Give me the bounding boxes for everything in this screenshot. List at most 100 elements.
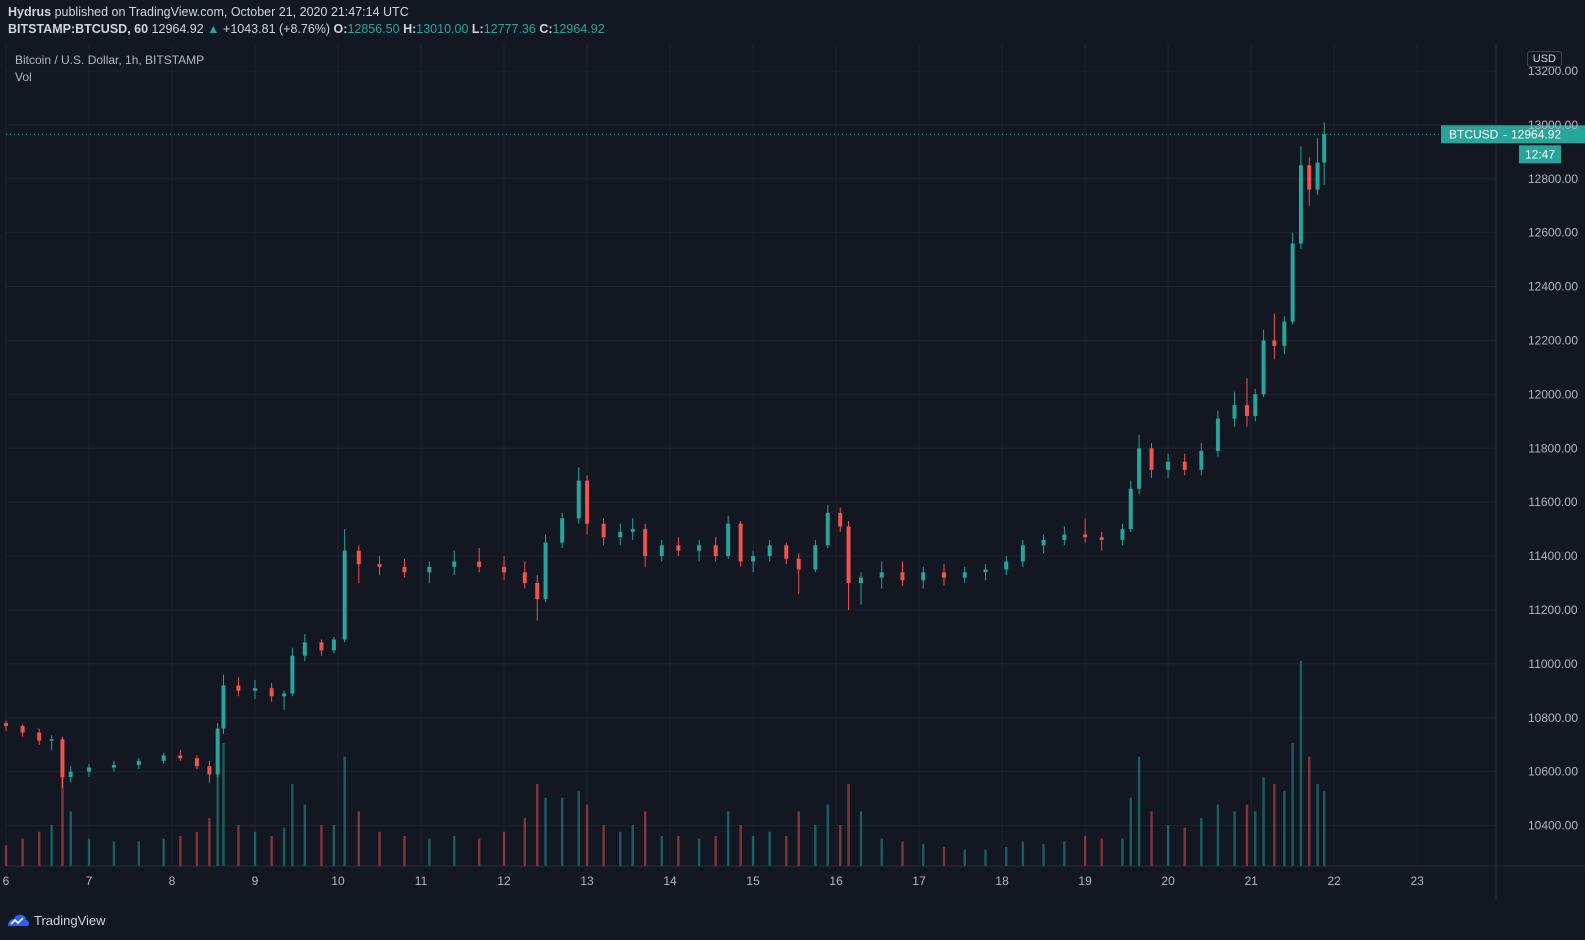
- tradingview-logo-icon: [8, 914, 29, 926]
- volume-bar: [428, 838, 431, 866]
- low-value: 12777.36: [483, 22, 536, 36]
- volume-bar: [714, 835, 717, 866]
- price-tick-label: 11800.00: [1528, 441, 1577, 455]
- volume-bar: [880, 838, 883, 866]
- volume-bar: [50, 825, 53, 866]
- price-tag-dash: -: [1503, 127, 1507, 141]
- price-change: +1043.81 (+8.76%): [223, 22, 331, 36]
- candle-body: [825, 512, 830, 546]
- volume-bar: [697, 838, 701, 866]
- candle-body: [20, 725, 25, 733]
- price-tick-label: 12200.00: [1528, 333, 1578, 347]
- volume-bar: [660, 835, 663, 866]
- volume-bar: [378, 831, 381, 866]
- candle-body: [846, 526, 851, 584]
- candle-body: [37, 732, 42, 741]
- candle-body: [302, 642, 307, 656]
- candle-body: [1182, 461, 1187, 470]
- volume-bar: [577, 790, 580, 866]
- volume-bar: [179, 835, 182, 866]
- volume-bar: [1308, 756, 1311, 866]
- candle-body: [4, 723, 8, 726]
- legend-volume[interactable]: Vol: [15, 70, 32, 84]
- volume-bar: [1021, 841, 1025, 866]
- candle-body: [1099, 537, 1104, 540]
- volume-bar: [631, 825, 634, 866]
- volume-bar: [69, 811, 72, 866]
- price-tick-label: 10800.00: [1528, 711, 1578, 725]
- candle-body: [1290, 243, 1295, 322]
- volume-bar: [942, 846, 946, 866]
- tradingview-footer[interactable]: TradingView: [6, 908, 106, 932]
- volume-bar: [826, 804, 829, 866]
- candle-body: [643, 529, 648, 557]
- candle-body: [87, 767, 92, 772]
- volume-bar: [1273, 784, 1276, 866]
- volume-bar: [1150, 811, 1153, 866]
- volume-bar: [253, 831, 257, 866]
- volume-bar: [1129, 797, 1132, 866]
- time-tick-label: 19: [1078, 874, 1092, 888]
- volume-bar: [1100, 838, 1103, 866]
- price-tick-label: 13200.00: [1528, 64, 1578, 78]
- volume-bar: [1083, 835, 1087, 866]
- time-tick-label: 21: [1244, 874, 1258, 888]
- volume-bar: [21, 838, 24, 866]
- volume-bar: [282, 827, 286, 866]
- candle-body: [1083, 534, 1088, 538]
- volume-bar: [453, 835, 456, 866]
- volume-bar: [38, 831, 41, 866]
- candle-body: [767, 545, 772, 557]
- close-label: C:: [539, 22, 553, 36]
- candle-body: [1004, 561, 1009, 570]
- volume-bar: [1245, 804, 1249, 866]
- time-tick-label: 8: [169, 874, 176, 888]
- candle-body: [941, 572, 946, 578]
- close-value: 12964.92: [552, 22, 605, 36]
- last-price-line: BTCUSD -12964.92 12:47: [6, 125, 1585, 164]
- price-tick-label: 11600.00: [1528, 495, 1577, 509]
- volume-bar: [560, 797, 564, 866]
- candle-body: [1166, 461, 1171, 470]
- footer-brand: TradingView: [34, 912, 106, 928]
- volume-bar: [1063, 841, 1066, 866]
- candle-body: [576, 480, 581, 519]
- candle-body: [543, 542, 548, 600]
- plot-background: [6, 44, 1496, 866]
- volume-bar: [291, 784, 294, 866]
- time-tick-label: 23: [1410, 874, 1424, 888]
- legend-title[interactable]: Bitcoin / U.S. Dollar, 1h, BITSTAMP: [15, 53, 205, 67]
- volume-bar: [1316, 784, 1319, 866]
- volume-bar: [847, 784, 850, 866]
- candle-body: [618, 531, 623, 538]
- volume-bar: [222, 743, 225, 866]
- time-tick-label: 13: [580, 874, 594, 888]
- candle-body: [1199, 450, 1204, 470]
- candle-body: [290, 655, 295, 694]
- candle-body: [676, 545, 681, 551]
- candle-body: [221, 685, 226, 729]
- price-tick-label: 12000.00: [1528, 387, 1578, 401]
- time-axis: 6 7 8 9 10 11 12 13 14 15 16 17 18 19 20 21 22 23: [3, 874, 1424, 888]
- currency-button[interactable]: USD: [1526, 51, 1562, 67]
- price-tick-label: 12600.00: [1528, 226, 1578, 240]
- volume-bar: [87, 838, 91, 866]
- candle-body: [1282, 321, 1287, 346]
- candle-body: [502, 566, 507, 573]
- candle-body: [1315, 162, 1320, 190]
- symbol-label[interactable]: BITSTAMP:BTCUSD, 60: [8, 22, 149, 36]
- volume-bar: [162, 838, 165, 866]
- volume-bar: [357, 811, 360, 866]
- candle-body: [659, 545, 664, 557]
- price-tick-label: 10400.00: [1528, 819, 1578, 833]
- price-tick-label: 10600.00: [1528, 765, 1578, 779]
- candle-body: [1062, 534, 1067, 540]
- volume-bar: [403, 835, 406, 866]
- candle-body: [751, 556, 756, 562]
- author-name[interactable]: Hydrus: [8, 5, 52, 19]
- candle-body: [68, 771, 73, 778]
- candle-body: [342, 550, 347, 640]
- candle-body: [1020, 545, 1025, 562]
- time-tick-label: 17: [912, 874, 926, 888]
